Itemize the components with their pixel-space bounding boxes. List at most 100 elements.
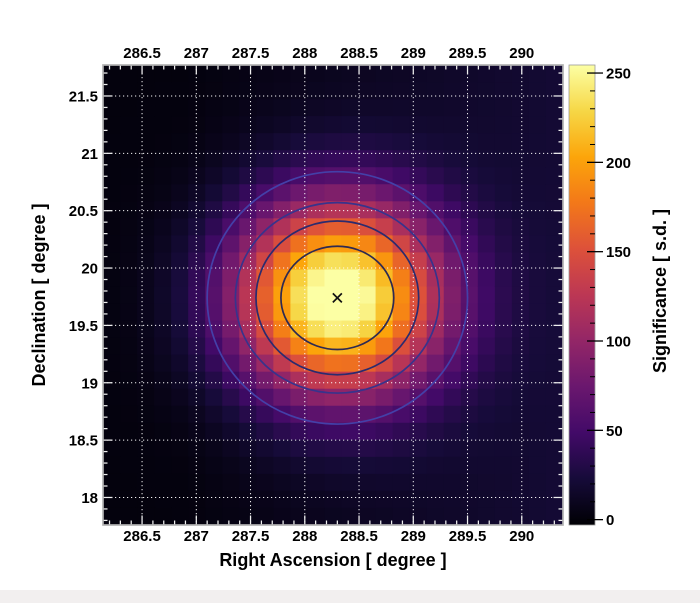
heat-bin — [222, 320, 240, 339]
heat-bin — [443, 371, 462, 390]
heat-bin — [426, 507, 445, 525]
heat-bin — [460, 116, 479, 134]
heat-bin — [460, 184, 479, 202]
heat-bin — [154, 422, 172, 441]
heat-bin — [324, 354, 343, 373]
heat-bin — [528, 286, 547, 305]
heat-bin — [443, 337, 462, 356]
heat-bin — [171, 65, 189, 83]
heat-bin — [239, 99, 257, 117]
y-tick-label: 20.5 — [69, 203, 98, 220]
heat-bin — [103, 456, 121, 475]
heat-bin — [477, 456, 496, 475]
heat-bin — [103, 65, 121, 83]
heat-bin — [426, 218, 445, 236]
heat-bin — [171, 354, 189, 373]
contour-layer — [206, 170, 469, 425]
heat-bin — [511, 337, 530, 356]
heat-bin — [477, 252, 496, 271]
heat-bin — [443, 473, 462, 492]
heat-bin — [239, 82, 257, 100]
heat-bin — [375, 82, 394, 100]
heat-bin — [120, 439, 138, 458]
heat-bin — [154, 507, 172, 525]
heat-bin — [273, 286, 292, 305]
heat-bin — [477, 490, 496, 509]
heat-bin — [273, 99, 292, 117]
heat-bin — [205, 82, 223, 100]
heat-bin — [307, 65, 326, 83]
heat-bin — [273, 252, 292, 271]
heat-bin — [528, 201, 547, 219]
heat-bin — [222, 490, 240, 509]
heat-bin — [460, 286, 479, 305]
y-tick-label: 21 — [81, 146, 98, 163]
window-edge-strip — [0, 590, 700, 603]
heat-bin — [528, 184, 547, 202]
heat-bin — [392, 218, 411, 236]
heat-bin — [154, 252, 172, 271]
heat-bin — [103, 235, 121, 254]
heat-bin — [188, 439, 206, 458]
heat-bin — [358, 167, 377, 185]
y-tick-label: 21.5 — [69, 88, 98, 105]
heat-bin — [154, 184, 172, 202]
heat-bin — [477, 439, 496, 458]
heat-bin — [443, 201, 462, 219]
heat-bin — [443, 388, 462, 407]
axes-layer: 286.5 286.5 287 287 287.5 287.5 288 288 288.5 288… — [69, 45, 564, 545]
heat-bin — [256, 473, 274, 492]
heat-bin — [511, 439, 530, 458]
heat-bin — [477, 167, 496, 185]
heat-bin — [188, 82, 206, 100]
heat-bin — [256, 150, 274, 168]
heat-bin — [307, 218, 326, 236]
heat-bin — [409, 473, 428, 492]
x-tick-label: 287 — [184, 528, 209, 545]
heat-bin — [528, 303, 547, 322]
heat-bin — [103, 116, 121, 134]
heat-bin — [103, 286, 121, 305]
heat-bin — [324, 201, 343, 219]
heat-bin — [154, 65, 172, 83]
heat-bin — [239, 184, 257, 202]
x-tick-label: 290 — [509, 528, 534, 545]
heat-bin — [273, 473, 292, 492]
heat-bin — [477, 218, 496, 236]
heat-bin — [341, 269, 360, 288]
heat-bin — [341, 490, 360, 509]
heat-bin — [154, 286, 172, 305]
heat-bin — [307, 354, 326, 373]
y-tick-label: 19 — [81, 375, 98, 392]
heat-bin — [239, 422, 257, 441]
heat-bin — [120, 99, 138, 117]
heat-bin — [120, 65, 138, 83]
heat-bin — [273, 354, 292, 373]
heat-bin — [256, 201, 274, 219]
heat-bin — [426, 235, 445, 254]
heat-bin — [103, 99, 121, 117]
heat-bin — [307, 82, 326, 100]
heat-bin — [341, 405, 360, 424]
heat-bin — [358, 184, 377, 202]
heat-bin — [188, 337, 206, 356]
heat-bin — [392, 286, 411, 305]
heat-bin — [137, 99, 155, 117]
heat-bin — [256, 490, 274, 509]
heat-bin — [324, 235, 343, 254]
heat-bin — [137, 201, 155, 219]
heat-bin — [494, 201, 513, 219]
heat-bin — [528, 235, 547, 254]
heat-bin — [103, 167, 121, 185]
heat-bin — [426, 490, 445, 509]
heat-bin — [188, 490, 206, 509]
colorbar-layer: 0 50 100 150 200 250 — [568, 64, 631, 529]
heat-bin — [409, 371, 428, 390]
x-tick-label-top: 290 — [509, 45, 534, 62]
heat-bin — [545, 456, 563, 475]
heat-bin — [239, 133, 257, 151]
heat-bin — [324, 269, 343, 288]
heat-bin — [273, 456, 292, 475]
heat-bin — [545, 133, 563, 151]
